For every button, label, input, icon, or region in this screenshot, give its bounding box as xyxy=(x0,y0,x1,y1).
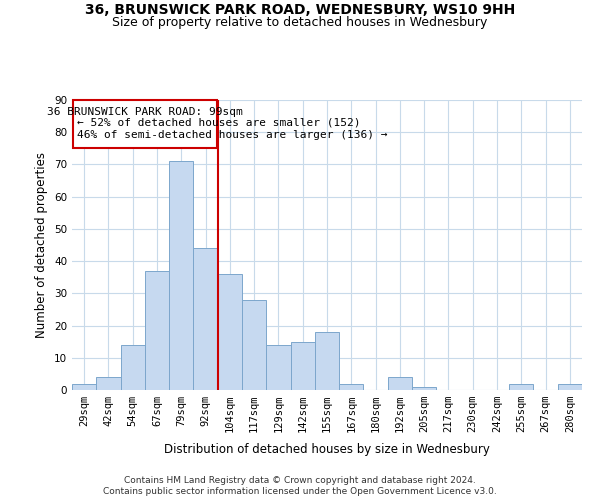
Bar xyxy=(193,248,218,390)
Bar xyxy=(218,274,242,390)
Bar xyxy=(121,345,145,390)
Bar xyxy=(96,377,121,390)
Text: Contains public sector information licensed under the Open Government Licence v3: Contains public sector information licen… xyxy=(103,488,497,496)
Text: 36, BRUNSWICK PARK ROAD, WEDNESBURY, WS10 9HH: 36, BRUNSWICK PARK ROAD, WEDNESBURY, WS1… xyxy=(85,2,515,16)
Y-axis label: Number of detached properties: Number of detached properties xyxy=(35,152,49,338)
Text: 36 BRUNSWICK PARK ROAD: 99sqm: 36 BRUNSWICK PARK ROAD: 99sqm xyxy=(47,107,243,117)
Text: Distribution of detached houses by size in Wednesbury: Distribution of detached houses by size … xyxy=(164,442,490,456)
Text: Contains HM Land Registry data © Crown copyright and database right 2024.: Contains HM Land Registry data © Crown c… xyxy=(124,476,476,485)
Bar xyxy=(412,387,436,390)
Bar xyxy=(145,271,169,390)
Bar xyxy=(242,300,266,390)
Bar xyxy=(266,345,290,390)
Bar xyxy=(339,384,364,390)
Bar xyxy=(169,161,193,390)
Bar xyxy=(315,332,339,390)
Bar xyxy=(73,100,217,148)
Text: ← 52% of detached houses are smaller (152): ← 52% of detached houses are smaller (15… xyxy=(77,118,361,128)
Bar xyxy=(72,384,96,390)
Text: Size of property relative to detached houses in Wednesbury: Size of property relative to detached ho… xyxy=(112,16,488,29)
Bar xyxy=(509,384,533,390)
Bar xyxy=(558,384,582,390)
Bar xyxy=(388,377,412,390)
Text: 46% of semi-detached houses are larger (136) →: 46% of semi-detached houses are larger (… xyxy=(77,130,388,140)
Bar xyxy=(290,342,315,390)
